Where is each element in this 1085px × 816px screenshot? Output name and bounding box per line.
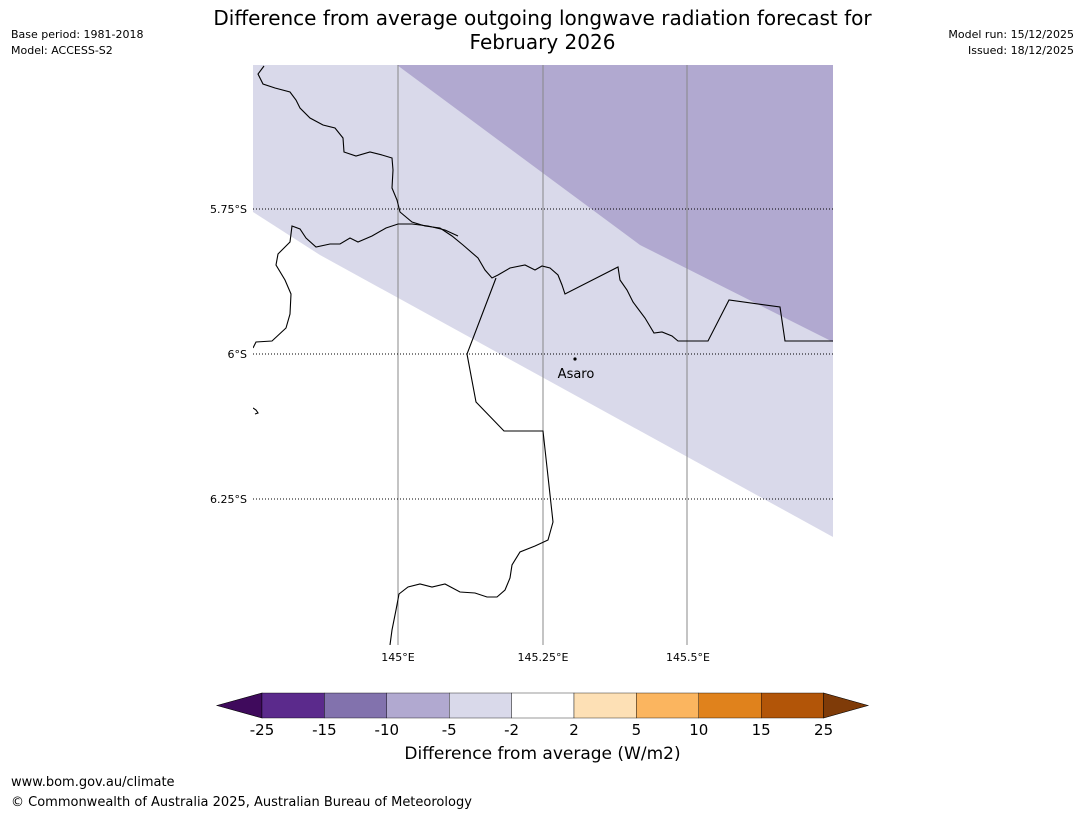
issued-date: Issued: 18/12/2025 [967, 44, 1074, 57]
model-name: Model: ACCESS-S2 [11, 44, 113, 57]
province-boundary-south [389, 277, 554, 645]
map-title-line2: February 2026 [469, 30, 616, 54]
lat-label-6-25s: 6.25°S [210, 493, 247, 506]
colorbar-extend-low [215, 692, 263, 719]
colorbar-tick-label: 10 [689, 721, 708, 739]
province-boundary-west [253, 223, 459, 349]
colorbar-segment-8 [698, 692, 762, 719]
model-run: Model run: 15/12/2025 [948, 28, 1074, 41]
colorbar-segment-2 [324, 692, 387, 719]
footer-copyright: © Commonwealth of Australia 2025, Austra… [11, 795, 472, 810]
colorbar-extend-high [823, 692, 870, 719]
colorbar-tick-label: -25 [250, 721, 275, 739]
map-title: Difference from average outgoing longwav… [170, 6, 915, 54]
place-label-asaro: Asaro [558, 367, 595, 382]
footer-url: www.bom.gov.au/climate [11, 775, 175, 790]
colorbar-tick-label: -15 [312, 721, 337, 739]
colorbar-tick-label: -10 [375, 721, 400, 739]
colorbar-segment-6 [573, 692, 637, 719]
map-area [253, 65, 833, 645]
colorbar-segment-5 [511, 692, 575, 719]
colorbar-segment-4 [449, 692, 512, 719]
colorbar-tick-label: 5 [632, 721, 642, 739]
colorbar-segment-1 [261, 692, 325, 719]
colorbar-tick-label: 2 [569, 721, 579, 739]
lon-label-145e: 145°E [381, 651, 414, 664]
colorbar-segment-3 [386, 692, 450, 719]
colorbar-tick-label: 15 [752, 721, 771, 739]
colorbar-tick-label: -5 [442, 721, 457, 739]
colorbar-tick-label: -2 [504, 721, 519, 739]
lon-label-145-5e: 145.5°E [666, 651, 710, 664]
colorbar: -25 -15 -10 -5 -2 2 5 10 15 25 [215, 692, 870, 739]
colorbar-segment-9 [761, 692, 824, 719]
lon-label-145-25e: 145.25°E [518, 651, 569, 664]
base-period: Base period: 1981-2018 [11, 28, 144, 41]
colorbar-tick-label: 25 [814, 721, 833, 739]
lat-label-6s: 6°S [228, 348, 247, 361]
map-title-line1: Difference from average outgoing longwav… [213, 6, 872, 30]
lat-label-5-75s: 5.75°S [210, 203, 247, 216]
colorbar-title: Difference from average (W/m2) [404, 744, 681, 764]
province-boundary-north [257, 65, 833, 342]
olr-anomaly-band-medium [397, 65, 833, 342]
place-marker-asaro [573, 357, 577, 361]
coast-fragment [253, 407, 259, 415]
colorbar-segment-7 [636, 692, 700, 719]
